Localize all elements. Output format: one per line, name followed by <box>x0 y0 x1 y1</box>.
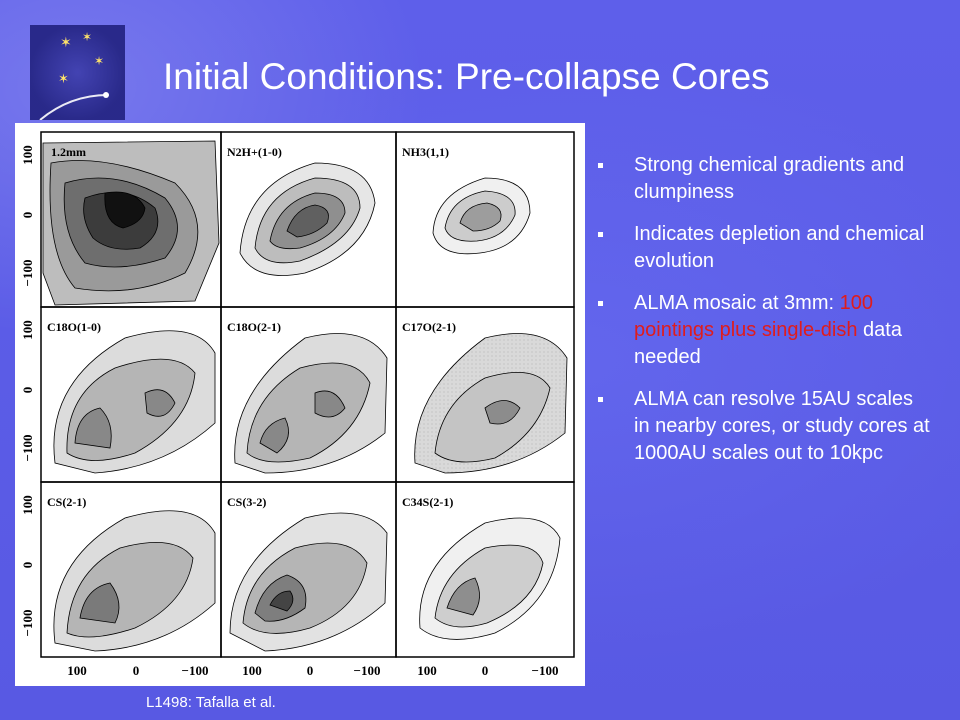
y-tick: −100 <box>20 435 35 462</box>
y-tick: 0 <box>20 212 35 219</box>
x-tick: 0 <box>482 663 489 678</box>
contour-c18o-21 <box>234 333 388 474</box>
svg-text:✶: ✶ <box>82 30 92 44</box>
contour-cs-32 <box>229 512 388 652</box>
panel-label-7: CS(2-1) <box>47 495 86 509</box>
bullet-text-post: data needed <box>634 319 902 368</box>
svg-text:✶: ✶ <box>94 54 104 68</box>
y-tick: 100 <box>20 320 35 340</box>
contour-n2h <box>239 162 376 276</box>
contour-cs-21 <box>53 510 216 652</box>
svg-text:✶: ✶ <box>58 72 69 87</box>
x-tick: −100 <box>532 663 559 678</box>
bullet-text-pre: ALMA mosaic at 3mm: <box>634 292 840 314</box>
bullet-marker-icon <box>598 232 603 237</box>
bullet-marker-icon <box>598 301 603 306</box>
panel-9 <box>395 481 575 658</box>
contour-nh3 <box>432 177 531 255</box>
x-tick: 100 <box>67 663 87 678</box>
figure-caption: L1498: Tafalla et al. <box>146 694 276 711</box>
y-tick: 100 <box>20 495 35 515</box>
contour-c34s-21 <box>419 517 561 640</box>
bullet-item: ALMA can resolve 15AU scales in nearby c… <box>598 386 933 467</box>
panel-label-8: CS(3-2) <box>227 495 266 509</box>
y-tick: 100 <box>20 145 35 165</box>
bullet-list: Strong chemical gradients and clumpiness… <box>598 152 933 482</box>
bullet-marker-icon <box>598 397 603 402</box>
y-tick: −100 <box>20 260 35 287</box>
x-tick: 100 <box>417 663 437 678</box>
bullet-marker-icon <box>598 163 603 168</box>
y-tick: 0 <box>20 387 35 394</box>
x-tick: −100 <box>182 663 209 678</box>
contour-c17o-21 <box>414 333 568 474</box>
x-tick: 0 <box>307 663 314 678</box>
star-cluster-icon: ✶ ✶ ✶ ✶ <box>30 25 125 120</box>
bullet-item: Strong chemical gradients and clumpiness <box>598 152 933 206</box>
bullet-highlight: 100 pointings plus single-dish <box>634 292 873 341</box>
panel-label-6: C17O(2-1) <box>402 320 456 334</box>
contour-map-figure: 1.2mm N2H+(1-0) NH3(1,1) C18O(1-0) C18O(… <box>15 123 585 686</box>
bullet-item: Indicates depletion and chemical evoluti… <box>598 221 933 275</box>
x-tick: 100 <box>242 663 262 678</box>
bullet-text: Indicates depletion and chemical evoluti… <box>634 223 925 272</box>
x-tick: −100 <box>354 663 381 678</box>
panel-label-1: 1.2mm <box>51 145 86 159</box>
panel-label-4: C18O(1-0) <box>47 320 101 334</box>
slide-title: Initial Conditions: Pre-collapse Cores <box>163 56 770 97</box>
bullet-text: Strong chemical gradients and clumpiness <box>634 154 905 203</box>
svg-text:✶: ✶ <box>60 35 72 51</box>
panel-label-3: NH3(1,1) <box>402 145 449 159</box>
panel-label-9: C34S(2-1) <box>402 495 453 509</box>
panel-label-5: C18O(2-1) <box>227 320 281 334</box>
x-tick: 0 <box>133 663 140 678</box>
y-tick: 0 <box>20 562 35 569</box>
panel-label-2: N2H+(1-0) <box>227 145 282 159</box>
bullet-item: ALMA mosaic at 3mm: 100 pointings plus s… <box>598 290 933 371</box>
contour-1-2mm <box>42 140 220 306</box>
y-tick: −100 <box>20 610 35 637</box>
contour-c18o-10 <box>53 330 216 474</box>
bullet-text: ALMA can resolve 15AU scales in nearby c… <box>634 388 930 464</box>
